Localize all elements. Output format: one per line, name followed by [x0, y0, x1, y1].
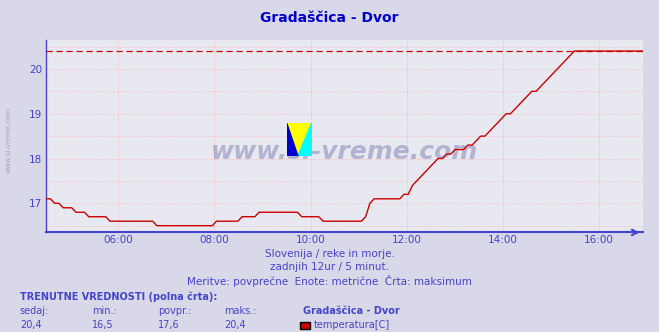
- Text: povpr.:: povpr.:: [158, 306, 192, 316]
- Text: www.si-vreme.com: www.si-vreme.com: [5, 106, 12, 173]
- Text: sedaj:: sedaj:: [20, 306, 49, 316]
- Text: TRENUTNE VREDNOSTI (polna črta):: TRENUTNE VREDNOSTI (polna črta):: [20, 292, 217, 302]
- Polygon shape: [287, 123, 298, 156]
- Text: min.:: min.:: [92, 306, 117, 316]
- Text: zadnjih 12ur / 5 minut.: zadnjih 12ur / 5 minut.: [270, 262, 389, 272]
- Text: Gradaščica - Dvor: Gradaščica - Dvor: [303, 306, 400, 316]
- Text: Gradaščica - Dvor: Gradaščica - Dvor: [260, 11, 399, 25]
- Text: maks.:: maks.:: [224, 306, 256, 316]
- Text: Meritve: povprečne  Enote: metrične  Črta: maksimum: Meritve: povprečne Enote: metrične Črta:…: [187, 275, 472, 287]
- Text: Slovenija / reke in morje.: Slovenija / reke in morje.: [264, 249, 395, 259]
- Text: 20,4: 20,4: [224, 320, 246, 330]
- Polygon shape: [298, 123, 312, 156]
- Text: 17,6: 17,6: [158, 320, 180, 330]
- Text: temperatura[C]: temperatura[C]: [314, 320, 390, 330]
- Polygon shape: [287, 123, 312, 156]
- Text: 16,5: 16,5: [92, 320, 114, 330]
- Text: www.si-vreme.com: www.si-vreme.com: [211, 139, 478, 164]
- Text: 20,4: 20,4: [20, 320, 42, 330]
